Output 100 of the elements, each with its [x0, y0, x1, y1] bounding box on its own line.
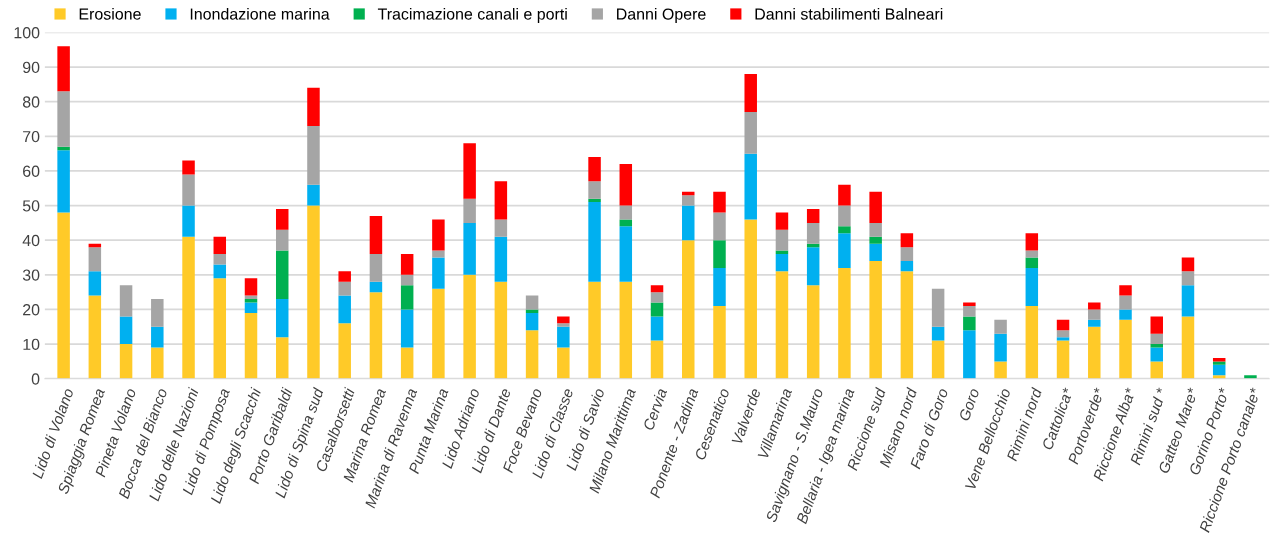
- bar: [963, 305, 976, 317]
- bar: [1119, 285, 1132, 296]
- bar: [1025, 257, 1039, 268]
- bar: [1056, 337, 1070, 341]
- bar: [57, 91, 70, 147]
- bar: [557, 316, 570, 324]
- bar: [900, 260, 914, 272]
- bar: [963, 316, 976, 331]
- bar: [400, 347, 414, 379]
- bar: [931, 288, 945, 327]
- bar: [338, 323, 351, 379]
- y-tick-label: 50: [22, 200, 40, 212]
- bar: [1088, 309, 1101, 320]
- bar: [151, 299, 164, 327]
- bar: [213, 264, 227, 279]
- bar: [1088, 319, 1101, 327]
- bar: [307, 205, 320, 379]
- bar: [182, 160, 195, 175]
- legend-label: Danni Opere: [617, 7, 706, 23]
- bar: [900, 247, 914, 261]
- bar: [713, 212, 726, 241]
- bar: [244, 299, 258, 303]
- bar: [525, 312, 539, 331]
- bar: [307, 125, 320, 185]
- bar: [400, 309, 414, 348]
- y-tick-label: 0: [31, 373, 40, 385]
- bar: [525, 309, 539, 313]
- bar: [338, 295, 351, 324]
- legend-label: Erosione: [79, 7, 141, 20]
- bar: [151, 326, 164, 348]
- bar: [525, 330, 539, 379]
- bar: [650, 316, 664, 341]
- bar: [1025, 250, 1039, 258]
- bar: [275, 250, 289, 300]
- bar: [900, 233, 914, 248]
- bar: [400, 285, 414, 310]
- bar: [775, 254, 789, 272]
- bar: [713, 240, 726, 268]
- bar: [494, 236, 508, 282]
- bar: [1088, 302, 1101, 310]
- bar: [275, 299, 289, 338]
- bar: [213, 254, 227, 265]
- bar: [838, 226, 851, 234]
- bar: [682, 195, 695, 206]
- bar: [400, 274, 414, 286]
- bar: [1119, 295, 1132, 310]
- bar: [1150, 333, 1163, 345]
- bar: [463, 198, 476, 223]
- bar: [869, 243, 882, 261]
- y-tick-label: 40: [22, 234, 40, 247]
- bar: [182, 236, 195, 379]
- bar: [838, 205, 851, 227]
- bar: [432, 250, 445, 258]
- bar: [57, 146, 70, 151]
- bar: [525, 295, 539, 310]
- y-tick-label: 30: [22, 269, 40, 281]
- bar: [1244, 375, 1257, 379]
- bar: [1150, 347, 1163, 362]
- y-tick-label: 80: [22, 96, 40, 108]
- bar: [682, 205, 695, 241]
- y-tick-label: 100: [14, 27, 40, 39]
- bar: [1181, 257, 1195, 272]
- bar: [1212, 361, 1226, 365]
- bar: [963, 302, 976, 306]
- bar: [994, 361, 1007, 379]
- bar: [588, 181, 601, 199]
- bar: [713, 191, 726, 213]
- bar: [1088, 326, 1101, 379]
- bar: [119, 316, 133, 345]
- bar: [1025, 267, 1039, 306]
- bar: [869, 222, 882, 237]
- bar: [838, 233, 851, 268]
- bar: [182, 174, 195, 206]
- bar: [557, 323, 570, 327]
- bar: [744, 153, 757, 220]
- bar: [994, 333, 1007, 362]
- bar: [244, 302, 258, 313]
- y-tick-label: 70: [23, 130, 40, 143]
- bar: [1056, 319, 1070, 331]
- bar: [338, 271, 351, 282]
- bar: [432, 288, 445, 379]
- bar: [432, 219, 445, 251]
- bar: [619, 205, 633, 220]
- bar: [650, 292, 664, 303]
- bar: [588, 157, 601, 182]
- bar: [1025, 305, 1039, 379]
- legend-label: Tracimazione canali e porti: [377, 7, 567, 23]
- bar: [963, 330, 976, 379]
- x-tick-label: Cervia: [642, 387, 668, 431]
- bar: [1150, 361, 1163, 379]
- bar: [1181, 316, 1195, 379]
- bar: [744, 112, 757, 154]
- bar: [494, 181, 508, 220]
- bar: [806, 209, 820, 223]
- bar: [463, 274, 476, 379]
- bar: [369, 254, 383, 282]
- bar: [806, 222, 820, 244]
- bar: [588, 281, 601, 379]
- y-tick-label: 60: [23, 165, 40, 177]
- bar: [275, 337, 289, 379]
